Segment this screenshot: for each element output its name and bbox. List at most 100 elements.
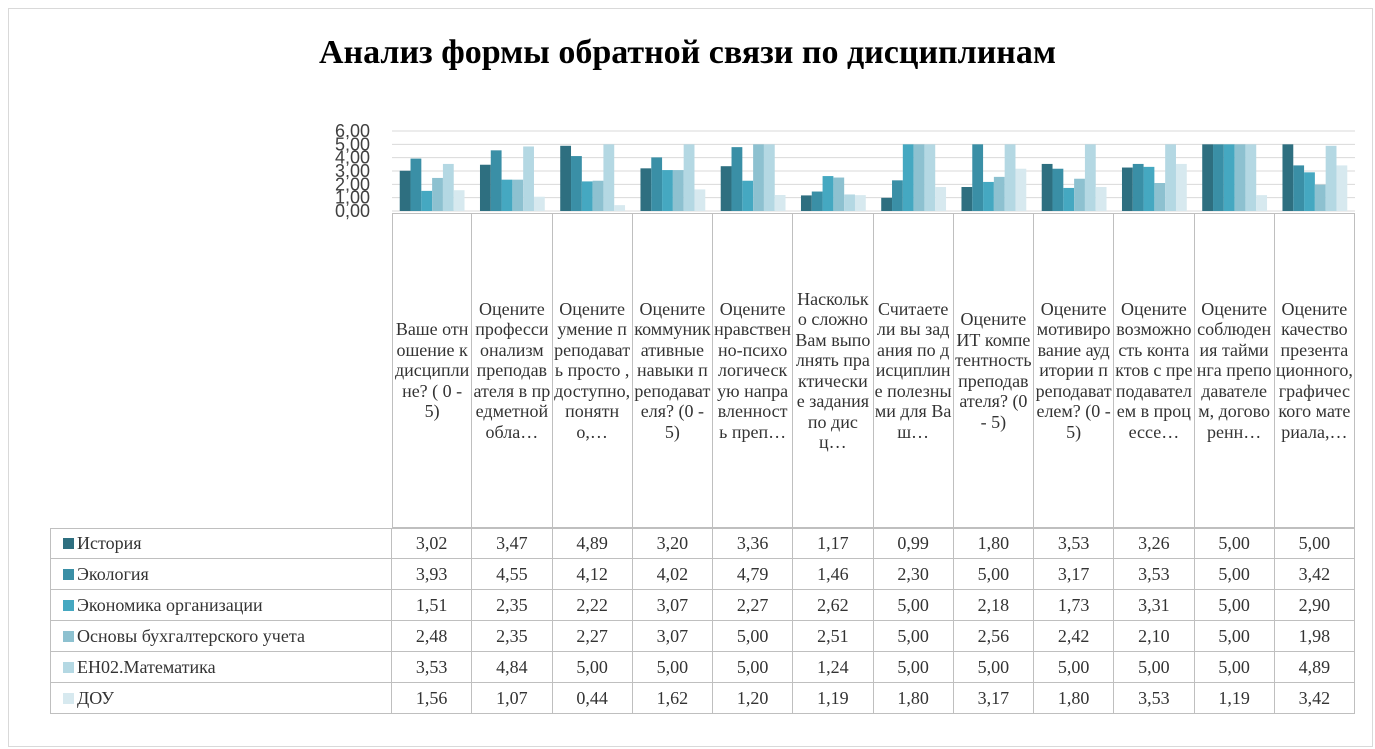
bar	[844, 194, 855, 211]
legend-entry: Экология	[50, 559, 392, 590]
table-value: 2,48	[392, 621, 473, 652]
bar	[763, 144, 775, 211]
bar	[533, 196, 545, 211]
legend-label: ДОУ	[77, 687, 115, 708]
table-value: 1,46	[793, 559, 874, 590]
table-value: 3,42	[1274, 683, 1355, 714]
legend-key	[63, 599, 74, 611]
table-value: 3,53	[1114, 683, 1195, 714]
category-label: Оцените качество презентационного, графи…	[1274, 213, 1355, 528]
bar	[1245, 144, 1257, 211]
category-label: Насколько сложно Вам выполнять практичес…	[793, 213, 874, 528]
table-value: 2,18	[953, 590, 1034, 621]
table-value: 3,31	[1114, 590, 1195, 621]
table-value: 1,24	[793, 652, 874, 683]
bar	[1004, 144, 1016, 211]
bar	[694, 189, 706, 211]
table-value: 4,84	[472, 652, 553, 683]
table-value: 5,00	[1034, 652, 1115, 683]
bar	[822, 176, 834, 211]
legend-label: Экономика организации	[77, 594, 263, 615]
bar	[1143, 166, 1155, 211]
bar	[560, 145, 572, 211]
table-value: 4,02	[632, 559, 713, 590]
table-value: 4,55	[472, 559, 553, 590]
bar	[1304, 172, 1315, 211]
table-value: 2,10	[1114, 621, 1195, 652]
legend-label: ЕН02.Математика	[77, 656, 216, 677]
bar	[1084, 144, 1096, 211]
bar	[672, 170, 684, 211]
table-value: 4,12	[552, 559, 633, 590]
table-value: 5,00	[632, 652, 713, 683]
bar	[1213, 144, 1224, 211]
table-value: 2,35	[472, 590, 553, 621]
bar	[1074, 178, 1085, 211]
category-label: Оцените ИТ компетентность преподавателя?…	[953, 213, 1034, 528]
legend-entry: Основы бухгалтерского учета	[50, 621, 392, 652]
bar	[442, 163, 454, 211]
bar	[1282, 144, 1294, 211]
table-value: 1,07	[472, 683, 553, 714]
category-label: Оцените профессионализм преподавателя в …	[472, 213, 553, 528]
category-label: Оцените нравственно-психологическую напр…	[713, 213, 794, 528]
bar	[1063, 187, 1075, 211]
bar	[523, 146, 534, 211]
category-label: Оцените коммуникативные навыки преподава…	[632, 213, 713, 528]
table-value: 2,56	[953, 621, 1034, 652]
bar	[1052, 168, 1064, 211]
bar	[1175, 163, 1187, 211]
table-value: 1,17	[793, 528, 874, 559]
table-value: 0,99	[873, 528, 954, 559]
bar	[720, 166, 732, 211]
table-value: 1,73	[1034, 590, 1115, 621]
table-value: 3,26	[1114, 528, 1195, 559]
y-tick-label: 3,00	[335, 161, 370, 181]
category-label: Ваше отношение к дисциплине? ( 0 - 5)	[392, 213, 473, 528]
bar	[683, 144, 695, 211]
bar	[742, 180, 754, 211]
bar	[1095, 187, 1107, 211]
bar	[1314, 184, 1326, 211]
legend-entry: ЕН02.Математика	[50, 652, 392, 683]
chart-frame	[8, 8, 1373, 747]
bar	[490, 150, 502, 211]
table-value: 2,35	[472, 621, 553, 652]
table-value: 1,19	[1194, 683, 1275, 714]
table-value: 1,56	[392, 683, 473, 714]
bar	[614, 205, 626, 211]
table-value: 5,00	[873, 652, 954, 683]
bar	[592, 180, 604, 211]
table-value: 5,00	[1114, 652, 1195, 683]
table-value: 3,20	[632, 528, 713, 559]
bar	[774, 195, 786, 211]
table-value: 3,93	[392, 559, 473, 590]
legend-entry: Экономика организации	[50, 590, 392, 621]
table-value: 2,30	[873, 559, 954, 590]
category-label: Оцените умение преподавать просто , дост…	[552, 213, 633, 528]
table-value: 5,00	[713, 621, 794, 652]
category-label: Оцените соблюдения тайминга преподавател…	[1194, 213, 1275, 528]
y-tick-label: 4,00	[335, 148, 370, 168]
table-value: 5,00	[1274, 528, 1355, 559]
bar	[512, 179, 524, 211]
bar	[651, 157, 663, 211]
table-value: 4,79	[713, 559, 794, 590]
table-value: 1,80	[873, 683, 954, 714]
table-value: 1,62	[632, 683, 713, 714]
y-tick-label: 0,00	[335, 201, 370, 221]
bar	[399, 170, 411, 211]
legend-label: Экология	[77, 563, 149, 584]
bar	[935, 187, 947, 211]
table-value: 5,00	[1194, 652, 1275, 683]
table-value: 2,27	[713, 590, 794, 621]
table-value: 3,53	[392, 652, 473, 683]
bar	[479, 164, 491, 211]
table-value: 3,47	[472, 528, 553, 559]
category-label: Оцените мотивирование аудитории преподав…	[1034, 213, 1115, 528]
bar	[1325, 145, 1337, 211]
legend-key	[63, 661, 74, 673]
table-value: 3,53	[1034, 528, 1115, 559]
